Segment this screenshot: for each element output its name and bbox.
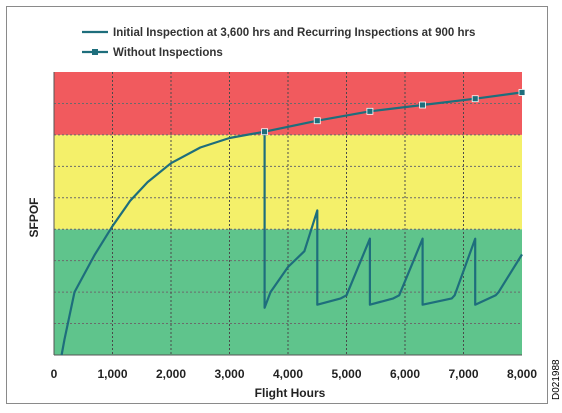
- x-tick-label-4: 4,000: [273, 367, 303, 381]
- legend-label-1: Without Inspections: [113, 47, 223, 59]
- x-tick-label-1: 1,000: [97, 367, 127, 381]
- y-axis-label: SFPOF: [27, 197, 41, 237]
- series-marker-1-1: [313, 117, 321, 125]
- series-marker-1-5: [518, 89, 526, 96]
- series-marker-1-2: [366, 107, 374, 115]
- x-tick-label-2: 2,000: [156, 367, 186, 381]
- series-line-0: [60, 130, 523, 356]
- series-marker-1-3: [419, 101, 426, 109]
- series-line-1: [264, 91, 523, 133]
- legend-marker-1: [92, 49, 98, 55]
- figure-id-label: D021988: [551, 359, 562, 400]
- series-marker-1-0: [261, 128, 269, 136]
- x-tick-label-5: 5,000: [331, 367, 361, 381]
- x-tick-label-0: 0: [51, 367, 58, 381]
- x-axis-label: Flight Hours: [255, 386, 326, 400]
- legend-label-0: Initial Inspection at 3,600 hrs and Recu…: [113, 27, 475, 39]
- x-tick-label-6: 6,000: [390, 367, 420, 381]
- x-tick-label-7: 7,000: [448, 367, 478, 381]
- chart-frame: [6, 6, 548, 404]
- x-tick-label-3: 3,000: [214, 367, 244, 381]
- x-tick-label-8: 8,000: [507, 367, 537, 381]
- series-marker-1-4: [471, 95, 479, 103]
